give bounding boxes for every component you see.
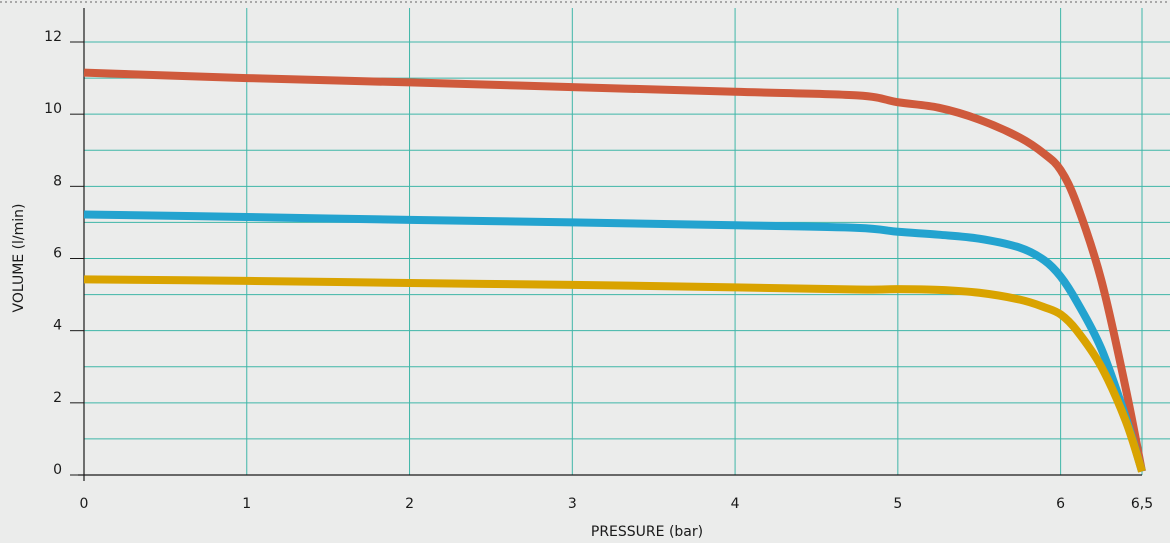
x-tick-label: 6 [1056,496,1065,512]
x-tick-label: 3 [568,496,577,512]
y-tick-label: 6 [53,246,62,262]
x-axis-title: PRESSURE (bar) [591,524,703,540]
series-lines [83,68,1146,473]
grid [84,8,1170,475]
series-line-3 [83,275,1146,473]
x-tick-label: 2 [405,496,414,512]
y-axis-title: VOLUME (l/min) [11,203,27,312]
x-tick-label: 0 [80,496,89,512]
y-tick-label: 4 [53,318,62,334]
x-tick-label: 6,5 [1131,496,1153,512]
y-tick-label: 2 [53,390,62,406]
axes [70,8,1142,481]
x-tick-label: 1 [242,496,251,512]
x-tick-label: 5 [893,496,902,512]
y-tick-label: 0 [53,462,62,478]
series-line-1 [83,68,1146,473]
y-tick-label: 8 [53,173,62,189]
y-tick-label: 10 [44,101,62,117]
x-tick-label: 4 [731,496,740,512]
series-line-2 [83,210,1146,473]
y-tick-label: 12 [44,29,62,45]
